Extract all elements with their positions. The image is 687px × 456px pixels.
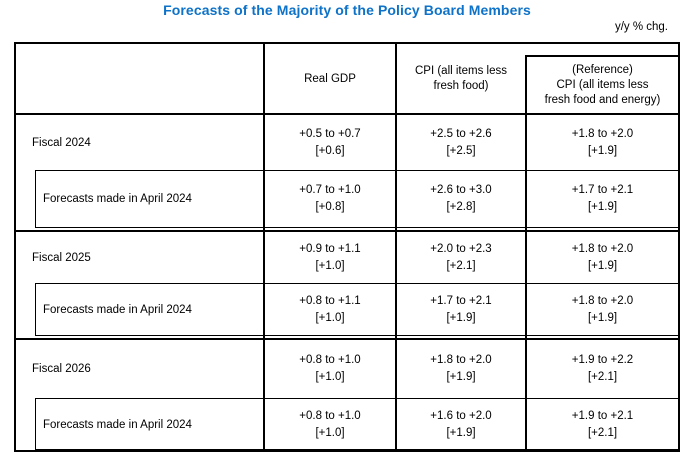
forecast-median: [+1.9] bbox=[587, 312, 618, 324]
cell-april-g1-ref: +1.7 to +2.1 [+1.9] bbox=[527, 171, 678, 227]
row-label-fiscal-2026: Fiscal 2026 bbox=[16, 340, 263, 398]
forecast-median: [+2.8] bbox=[446, 201, 476, 213]
forecast-range: +1.7 to +2.1 bbox=[571, 184, 634, 196]
forecast-median: [+1.9] bbox=[587, 201, 618, 213]
cell-fiscal2026-gdp: +0.8 to +1.0 [+1.0] bbox=[265, 340, 395, 398]
column-divider-gdp-cpi bbox=[395, 44, 397, 450]
forecast-median: [+0.6] bbox=[315, 144, 345, 157]
cell-april-g1-gdp: +0.7 to +1.0 [+0.8] bbox=[265, 171, 395, 227]
unit-note: y/y % chg. bbox=[614, 21, 668, 33]
cell-fiscal2024-cpi: +2.5 to +2.6 [+2.5] bbox=[397, 115, 525, 170]
forecast-range: +0.7 to +1.0 bbox=[299, 184, 361, 196]
cell-fiscal2025-gdp: +0.9 to +1.1 [+1.0] bbox=[265, 232, 395, 283]
fiscal-year-label: Fiscal 2024 bbox=[32, 136, 91, 149]
april-forecast-label: Forecasts made in April 2024 bbox=[43, 304, 192, 316]
forecast-median: [+0.8] bbox=[315, 201, 345, 213]
cell-april-g3-ref: +1.9 to +2.1 [+2.1] bbox=[527, 399, 678, 450]
forecast-range: +1.6 to +2.0 bbox=[430, 409, 492, 422]
cell-april-g2-cpi: +1.7 to +2.1 [+1.9] bbox=[397, 284, 525, 336]
header-cpi-line2: fresh food) bbox=[433, 80, 489, 92]
forecast-median: [+1.0] bbox=[315, 259, 345, 272]
forecast-median: [+1.0] bbox=[315, 312, 345, 324]
cell-april-g3-cpi: +1.6 to +2.0 [+1.9] bbox=[397, 399, 525, 450]
header-bottom-divider bbox=[16, 113, 678, 115]
forecast-range: +1.9 to +2.2 bbox=[571, 354, 634, 366]
april-forecast-box-2025 bbox=[35, 283, 678, 336]
cell-april-g2-ref: +1.8 to +2.0 [+1.9] bbox=[527, 284, 678, 336]
cell-fiscal2026-ref: +1.9 to +2.2 [+2.1] bbox=[527, 340, 678, 398]
cell-fiscal2024-ref: +1.8 to +2.0 [+1.9] bbox=[527, 115, 678, 170]
header-cpi: CPI (all items less fresh food) bbox=[397, 44, 525, 114]
forecast-median: [+2.1] bbox=[587, 426, 618, 439]
forecast-range: +1.8 to +2.0 bbox=[571, 295, 634, 307]
april-forecast-box-2024 bbox=[35, 170, 678, 228]
forecast-range: +0.8 to +1.0 bbox=[299, 354, 361, 366]
cell-fiscal2025-cpi: +2.0 to +2.3 [+2.1] bbox=[397, 232, 525, 283]
header-reference-line1: (Reference) bbox=[572, 63, 633, 76]
cell-fiscal2024-gdp: +0.5 to +0.7 [+0.6] bbox=[265, 115, 395, 170]
april-forecast-box-2026 bbox=[35, 398, 678, 450]
april-forecast-label: Forecasts made in April 2024 bbox=[43, 193, 192, 205]
cell-fiscal2026-cpi: +1.8 to +2.0 [+1.9] bbox=[397, 340, 525, 398]
forecast-range: +1.7 to +2.1 bbox=[430, 295, 492, 307]
forecast-median: [+1.9] bbox=[587, 144, 618, 157]
header-reference-line3: fresh food and energy) bbox=[544, 93, 661, 106]
row-label-april-2024-g3: Forecasts made in April 2024 bbox=[16, 399, 263, 450]
row-label-fiscal-2024: Fiscal 2024 bbox=[16, 115, 263, 170]
cell-april-g1-cpi: +2.6 to +3.0 [+2.8] bbox=[397, 171, 525, 227]
forecast-median: [+1.9] bbox=[446, 426, 476, 439]
header-real-gdp: Real GDP bbox=[265, 44, 395, 114]
forecast-median: [+1.0] bbox=[315, 426, 345, 439]
forecast-range: +1.8 to +2.0 bbox=[571, 242, 634, 255]
forecast-median: [+1.9] bbox=[446, 312, 476, 324]
cell-april-g3-gdp: +0.8 to +1.0 [+1.0] bbox=[265, 399, 395, 450]
header-real-gdp-label: Real GDP bbox=[304, 72, 356, 85]
april-forecast-label: Forecasts made in April 2024 bbox=[43, 418, 192, 431]
forecast-range: +1.9 to +2.1 bbox=[571, 409, 634, 422]
forecast-range: +2.0 to +2.3 bbox=[430, 242, 492, 255]
row-label-april-2024-g2: Forecasts made in April 2024 bbox=[16, 284, 263, 336]
forecast-range: +2.6 to +3.0 bbox=[430, 184, 492, 196]
page-title: Forecasts of the Majority of the Policy … bbox=[163, 2, 531, 18]
forecast-range: +0.8 to +1.1 bbox=[299, 295, 361, 307]
row-label-april-2024-g1: Forecasts made in April 2024 bbox=[16, 171, 263, 227]
header-reference-line2: CPI (all items less bbox=[556, 78, 649, 91]
forecast-range: +0.5 to +0.7 bbox=[299, 127, 361, 140]
cell-april-g2-gdp: +0.8 to +1.1 [+1.0] bbox=[265, 284, 395, 336]
forecast-median: [+1.0] bbox=[315, 371, 345, 383]
forecast-range: +0.8 to +1.0 bbox=[299, 409, 361, 422]
forecast-median: [+2.5] bbox=[446, 144, 476, 157]
fiscal-year-label: Fiscal 2026 bbox=[32, 363, 91, 375]
header-reference-box: (Reference) CPI (all items less fresh fo… bbox=[525, 55, 678, 113]
cell-fiscal2025-ref: +1.8 to +2.0 [+1.9] bbox=[527, 232, 678, 283]
forecast-median: [+1.9] bbox=[446, 371, 476, 383]
group-divider-2025 bbox=[16, 230, 678, 232]
forecast-median: [+1.9] bbox=[587, 259, 618, 272]
forecast-median: [+2.1] bbox=[446, 259, 476, 272]
group-divider-2026 bbox=[16, 338, 678, 340]
forecast-range: +0.9 to +1.1 bbox=[299, 242, 361, 255]
forecast-median: [+2.1] bbox=[587, 371, 618, 383]
header-cpi-line1: CPI (all items less bbox=[414, 65, 508, 77]
row-label-fiscal-2025: Fiscal 2025 bbox=[16, 232, 263, 283]
column-divider-labels-gdp bbox=[263, 44, 265, 450]
forecast-table: Real GDP CPI (all items less fresh food)… bbox=[14, 42, 680, 452]
forecast-range: +1.8 to +2.0 bbox=[430, 354, 492, 366]
fiscal-year-label: Fiscal 2025 bbox=[32, 251, 91, 264]
column-divider-cpi-reference bbox=[525, 113, 527, 450]
forecast-range: +2.5 to +2.6 bbox=[430, 127, 492, 140]
forecast-range: +1.8 to +2.0 bbox=[571, 127, 634, 140]
